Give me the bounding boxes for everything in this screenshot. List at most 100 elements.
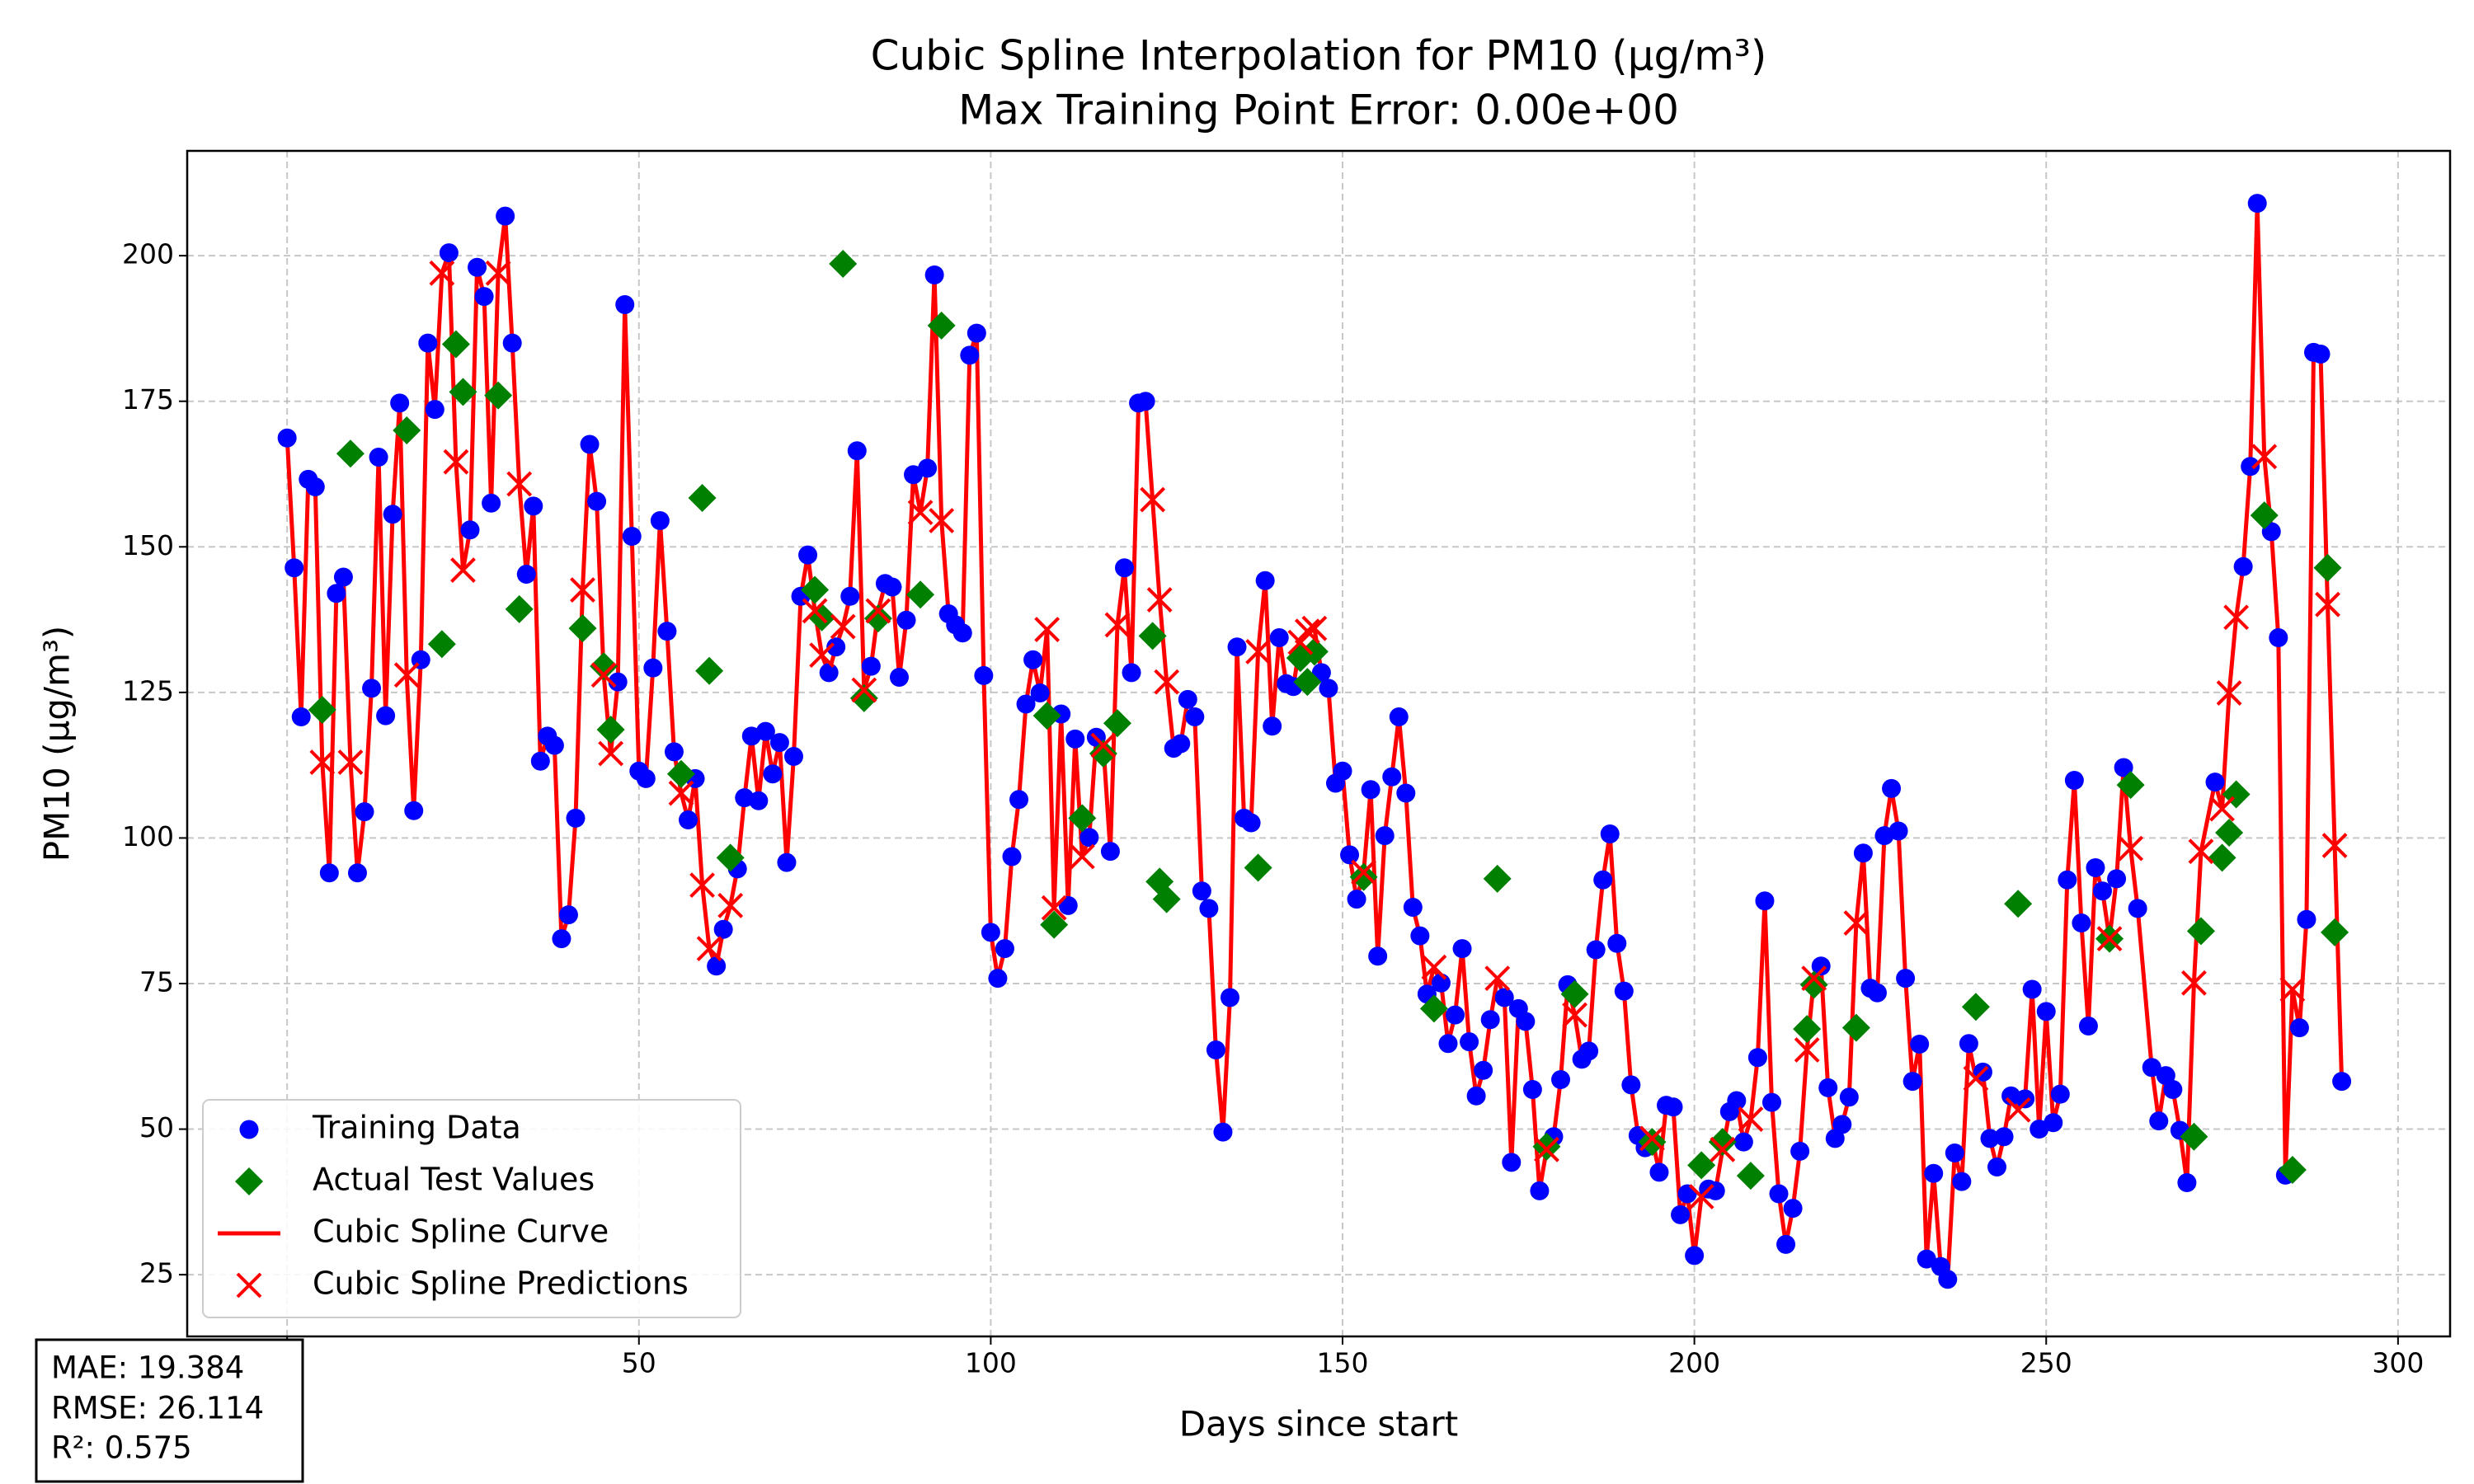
point: [1213, 1122, 1233, 1142]
point: [496, 206, 515, 226]
point: [1621, 1075, 1641, 1095]
cross-point: [1034, 617, 1061, 642]
point: [1761, 1092, 1781, 1112]
diamond-point: [1089, 740, 1117, 768]
x-tick-label: 50: [622, 1347, 656, 1379]
point: [530, 751, 550, 771]
point: [636, 768, 656, 788]
point: [1790, 1141, 1810, 1161]
cross-point: [2223, 604, 2250, 631]
cross-point: [851, 677, 877, 703]
cross-point: [309, 749, 336, 776]
diamond-point: [2321, 918, 2349, 946]
point: [1755, 891, 1775, 911]
point: [826, 637, 846, 657]
diamond-point: [2004, 890, 2033, 918]
point: [608, 672, 628, 692]
point: [305, 477, 325, 497]
diamond-point: [484, 381, 513, 410]
point: [896, 610, 916, 630]
point: [981, 923, 1000, 942]
point: [1347, 890, 1366, 909]
cross-point: [2315, 591, 2340, 618]
cross-point: [598, 740, 624, 767]
point: [2001, 1086, 2021, 1106]
point: [1903, 1072, 1922, 1092]
point: [924, 265, 944, 284]
diamond-point: [1068, 804, 1097, 833]
point: [2269, 627, 2288, 647]
y-tick-label: 75: [139, 965, 174, 998]
point: [1832, 1115, 1852, 1134]
cross-point: [1140, 486, 1166, 513]
point: [1115, 558, 1135, 578]
cross-point: [2096, 926, 2123, 952]
diamond-point: [393, 416, 421, 445]
metric-text: MAE: 19.384: [51, 1350, 244, 1386]
point: [615, 294, 635, 314]
diamond-point: [336, 439, 365, 468]
point: [1839, 1087, 1859, 1107]
diamond-point: [2180, 1122, 2208, 1151]
metric-text: R²: 0.575: [51, 1430, 192, 1466]
point: [327, 584, 346, 603]
point: [1178, 689, 1197, 709]
cross-point: [717, 892, 744, 918]
point: [1551, 1070, 1571, 1090]
point: [2114, 758, 2133, 777]
diamond-point: [2278, 1156, 2307, 1185]
x-axis-label: Days since start: [1179, 1404, 1458, 1444]
point: [1593, 870, 1613, 890]
point: [2036, 1002, 2056, 1021]
point: [355, 802, 374, 822]
point: [664, 742, 684, 762]
point: [239, 1120, 259, 1139]
point: [847, 441, 867, 461]
point: [2149, 1111, 2169, 1131]
point: [882, 577, 902, 597]
cross-point: [1688, 1184, 1714, 1209]
point: [1480, 1010, 1500, 1030]
point: [1502, 1153, 1522, 1172]
point: [1882, 778, 1902, 798]
point: [1241, 813, 1261, 833]
point: [995, 939, 1014, 959]
legend-label: Cubic Spline Curve: [313, 1214, 609, 1250]
cross-point: [337, 749, 364, 776]
diamond-point: [505, 594, 534, 623]
cross-point: [1069, 843, 1095, 870]
diamond-point: [927, 311, 956, 340]
point: [707, 956, 727, 976]
point: [1319, 679, 1338, 698]
cross-point: [1294, 618, 1320, 645]
diamond-point: [1032, 702, 1061, 730]
point: [1945, 1144, 1964, 1163]
cross-point: [236, 1272, 262, 1298]
diamond-point: [829, 250, 858, 279]
point: [1649, 1162, 1669, 1182]
point: [2058, 870, 2077, 890]
point: [1579, 1041, 1599, 1061]
point: [1452, 939, 1472, 959]
diamond-point: [688, 483, 717, 512]
point: [1896, 969, 1916, 989]
point: [1867, 983, 1887, 1003]
point: [482, 493, 501, 513]
point: [1227, 637, 1247, 657]
point: [319, 863, 339, 883]
point: [1122, 663, 1141, 683]
point: [2297, 909, 2316, 929]
point: [1403, 897, 1423, 917]
cross-point: [443, 448, 469, 475]
point: [1340, 845, 1360, 865]
diamond-point: [1138, 622, 1167, 650]
point: [291, 707, 311, 727]
point: [1818, 1078, 1838, 1097]
cross-point: [2209, 796, 2235, 822]
cross-point: [1639, 1125, 1665, 1152]
cross-point: [1794, 1037, 1820, 1063]
diamond-point: [2208, 843, 2236, 872]
cross-point: [1154, 669, 1180, 695]
point: [1466, 1086, 1486, 1106]
